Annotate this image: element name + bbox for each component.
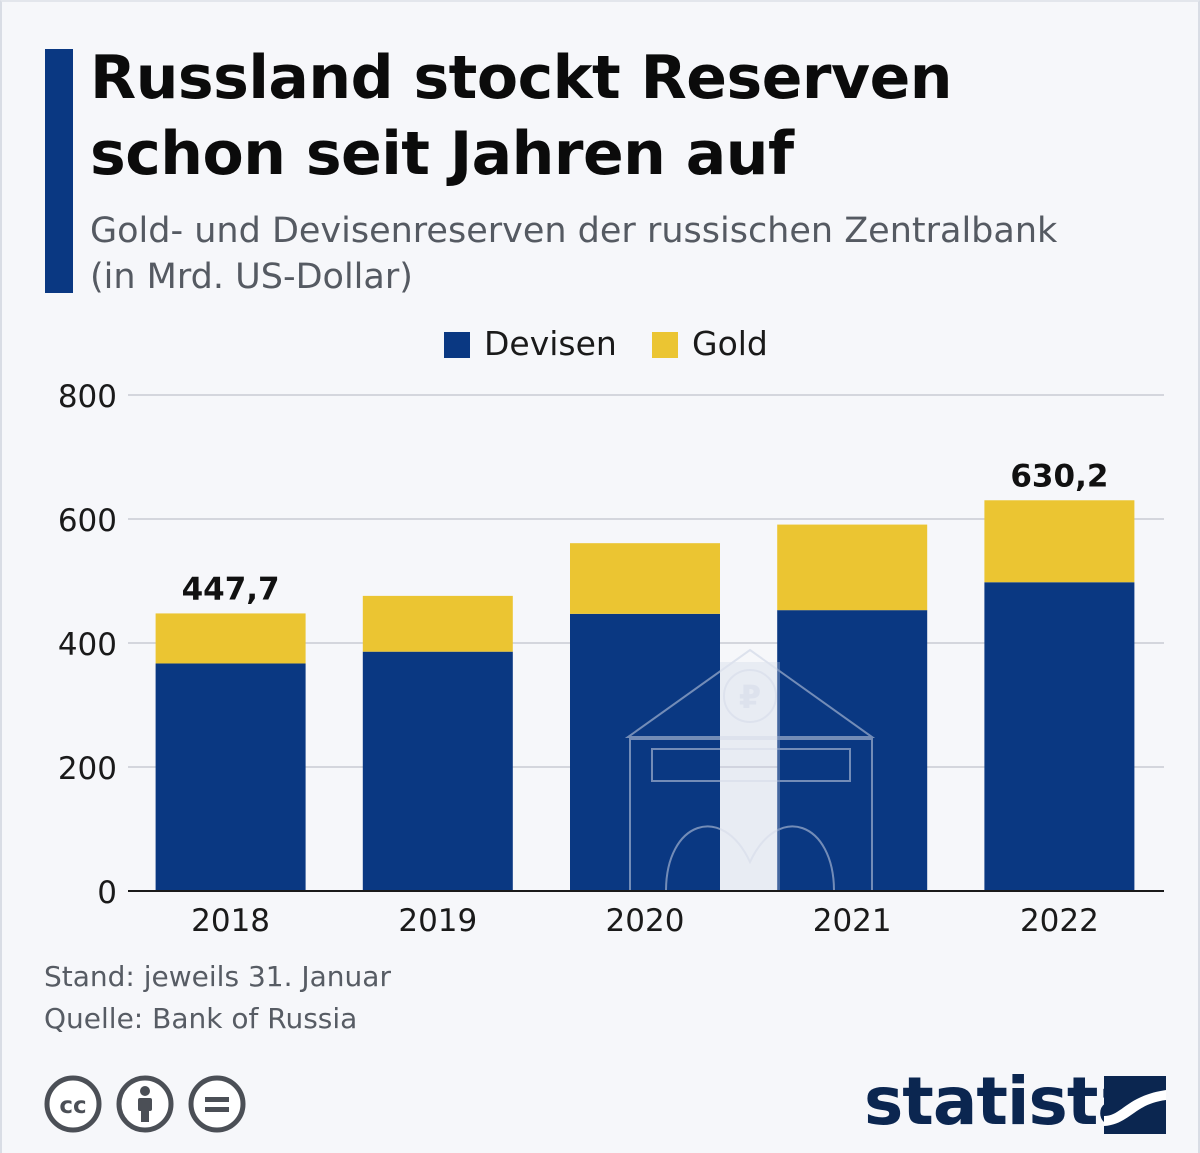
total-value-label: 630,2: [1010, 458, 1108, 494]
bar-gold-2020: [570, 543, 720, 614]
bar-gold-2022: [984, 500, 1135, 583]
title-line-2: schon seit Jahren auf: [90, 119, 794, 189]
x-tick-label: 2022: [1020, 903, 1099, 939]
title-line-1: Russland stockt Reserven: [90, 43, 953, 113]
svg-text:cc: cc: [59, 1093, 86, 1119]
label-layer: 0 200 400 600 800 2018 2019 2020 2021 2022 447,7 63…: [58, 379, 1109, 939]
no-derivatives-icon[interactable]: [188, 1075, 246, 1133]
watermark-roof: [624, 648, 876, 738]
by-attribution-icon[interactable]: [116, 1075, 174, 1133]
statista-logo[interactable]: statista: [864, 1063, 1174, 1148]
watermark-ruble-circle: [723, 669, 777, 723]
bar-devisen-2019: [362, 651, 513, 891]
bar-devisen-2020: [570, 613, 720, 891]
brand-wordmark: statista: [864, 1063, 1142, 1140]
legend-swatch-devisen: [444, 332, 470, 358]
bar-layer: [155, 500, 1135, 891]
watermark-ruble-glyph: ₽: [739, 678, 761, 716]
stacked-bar-chart: ₽ 0 200 400 600 800 2018 2019 2020 2021 2022 447,7…: [58, 379, 1164, 939]
y-tick-label: 400: [58, 627, 117, 663]
bar-devisen-2018: [155, 663, 306, 891]
total-value-label: 447,7: [182, 571, 280, 607]
cc-icon[interactable]: cc: [44, 1075, 102, 1133]
footnote-source: Quelle: Bank of Russia: [44, 1002, 358, 1035]
watermark-arch: [665, 825, 835, 892]
ruble-bank-watermark: ₽: [624, 648, 876, 892]
footnote-stand: Stand: jeweils 31. Januar: [44, 960, 391, 993]
y-tick-label: 0: [97, 875, 117, 911]
subtitle-line-1: Gold- und Devisenreserven der russischen…: [90, 211, 1058, 251]
x-tick-label: 2021: [813, 903, 892, 939]
x-tick-label: 2018: [191, 903, 270, 939]
legend-label-devisen: Devisen: [484, 324, 617, 363]
legend-swatch-gold: [652, 332, 678, 358]
bar-devisen-2022: [984, 582, 1135, 891]
y-tick-label: 600: [58, 503, 117, 539]
title-accent-bar: [45, 49, 73, 293]
chart-subtitle: Gold- und Devisenreserven der russischen…: [90, 208, 1170, 300]
subtitle-line-2: (in Mrd. US-Dollar): [90, 257, 413, 297]
watermark-lintel: [651, 748, 851, 782]
statista-mark-icon: [1104, 1076, 1166, 1134]
license-icons: cc: [44, 1075, 264, 1135]
x-tick-label: 2019: [398, 903, 477, 939]
chart-title: Russland stockt Reserven schon seit Jahr…: [90, 40, 1170, 192]
legend-label-gold: Gold: [692, 324, 768, 363]
chart-legend: Devisen Gold: [2, 324, 1200, 364]
bar-gold-2019: [362, 595, 513, 652]
x-tick-label: 2020: [606, 903, 685, 939]
bar-gold-2018: [155, 613, 306, 664]
bar-gold-2021: [777, 524, 928, 611]
watermark-column: [720, 662, 780, 892]
y-tick-label: 200: [58, 751, 117, 787]
y-tick-label: 800: [58, 379, 117, 415]
bar-devisen-2021: [777, 610, 928, 891]
